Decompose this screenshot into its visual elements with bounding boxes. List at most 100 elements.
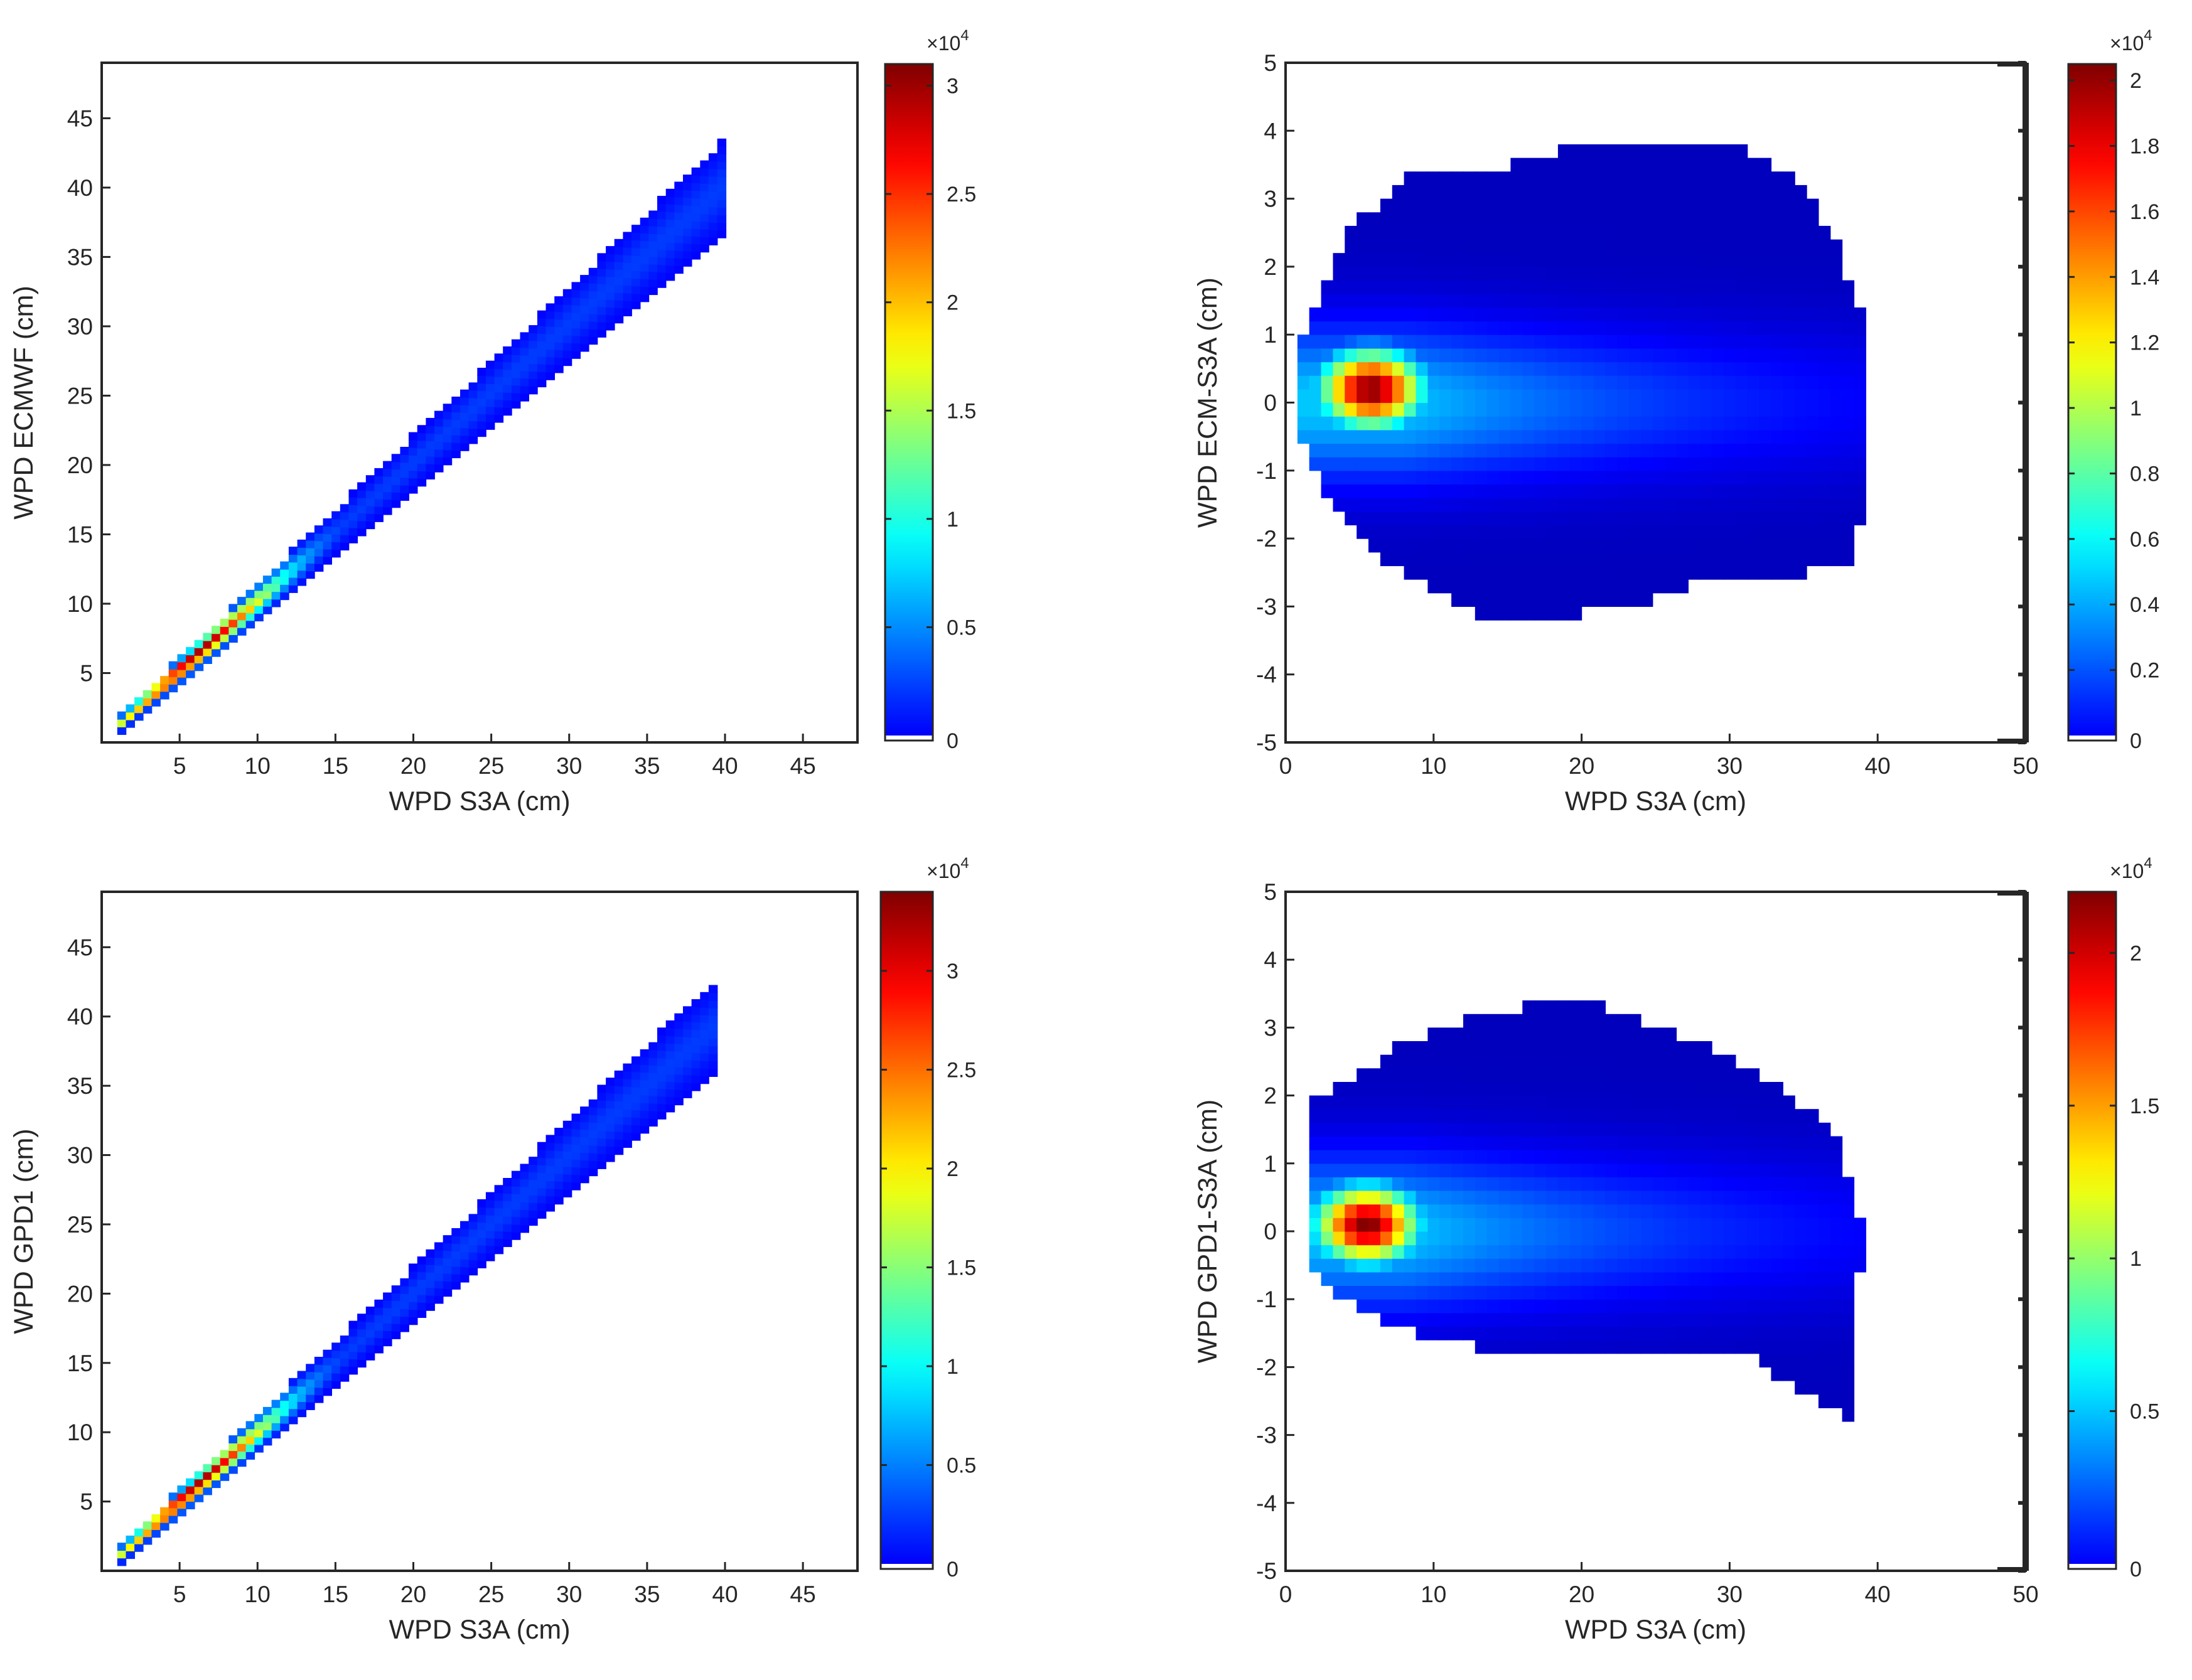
density-cell	[1735, 1190, 1748, 1205]
colorbar-tick-label: 3	[947, 960, 959, 983]
colorbar-multiplier-exponent: 4	[2144, 27, 2152, 44]
density-cell	[683, 1021, 692, 1030]
density-cell	[1712, 334, 1724, 349]
density-cell	[1309, 1190, 1322, 1205]
density-cell	[142, 1529, 153, 1538]
density-cell	[323, 1388, 332, 1396]
density-cell	[1463, 334, 1476, 349]
density-cell	[1345, 1190, 1357, 1205]
density-cell	[1771, 1150, 1783, 1164]
density-cell	[434, 1249, 444, 1258]
density-cell	[1629, 1326, 1641, 1340]
density-cell	[1380, 402, 1393, 417]
density-cell	[1712, 1326, 1724, 1340]
density-cell	[1368, 1190, 1381, 1205]
density-cell	[1463, 511, 1476, 526]
density-cell	[1605, 144, 1618, 159]
density-cell	[1475, 606, 1488, 621]
density-cell	[1439, 198, 1452, 213]
density-cell	[1617, 1231, 1630, 1246]
density-cell	[1676, 361, 1689, 376]
density-cell	[1510, 307, 1523, 322]
density-cell	[1534, 266, 1547, 281]
density-cell	[1593, 1271, 1606, 1287]
density-cell	[1759, 1258, 1772, 1273]
density-cell	[443, 1281, 453, 1289]
density-cell	[1818, 375, 1831, 390]
x-tick-label: 15	[323, 753, 348, 779]
density-cell	[1486, 498, 1500, 512]
density-cell	[1747, 361, 1760, 376]
density-cell	[245, 1428, 255, 1437]
density-cell	[340, 511, 350, 520]
density-cell	[1416, 1177, 1428, 1191]
density-cell	[545, 1173, 555, 1181]
density-cell	[1688, 1271, 1700, 1287]
density-cell	[409, 1302, 418, 1310]
density-cell	[1557, 1109, 1571, 1123]
density-cell	[1392, 1204, 1405, 1218]
density-cell	[1605, 1054, 1618, 1069]
density-cell	[1498, 1150, 1512, 1164]
density-cell	[1664, 198, 1677, 213]
density-cell	[1818, 552, 1831, 567]
density-cell	[588, 1107, 598, 1115]
density-cell	[1664, 416, 1677, 431]
density-cell	[1416, 1217, 1428, 1232]
density-cell	[1700, 484, 1712, 498]
density-cell	[1475, 1299, 1488, 1314]
density-cell	[1557, 606, 1571, 621]
density-cell	[700, 175, 709, 184]
density-cell	[485, 421, 495, 430]
density-cell	[1747, 1340, 1760, 1354]
density-cell	[1486, 212, 1500, 227]
density-cell	[1818, 266, 1831, 281]
density-cell	[237, 1458, 247, 1467]
density-cell	[1771, 525, 1783, 539]
density-cell	[1368, 443, 1381, 457]
density-cell	[571, 304, 581, 313]
density-cell	[657, 233, 667, 242]
density-cell	[1557, 511, 1571, 526]
density-cell	[511, 1224, 521, 1233]
density-cell	[623, 1132, 632, 1140]
density-cell	[571, 320, 581, 329]
density-cell	[417, 1294, 427, 1303]
density-cell	[1534, 457, 1547, 471]
density-cell	[1427, 498, 1440, 512]
density-cell	[228, 604, 238, 613]
x-tick-label: 15	[323, 1581, 348, 1607]
density-cell	[1818, 1231, 1831, 1246]
density-cell	[1427, 321, 1440, 335]
density-cell	[1724, 1150, 1736, 1164]
density-cell	[1700, 1285, 1712, 1300]
density-cell	[1617, 144, 1630, 159]
density-cell	[1783, 375, 1795, 390]
density-cell	[434, 1280, 444, 1289]
density-cell	[220, 1450, 230, 1458]
density-cell	[1463, 1163, 1476, 1177]
density-cell	[1439, 552, 1452, 567]
density-cell	[409, 439, 418, 448]
density-cell	[1581, 1340, 1594, 1354]
density-cell	[1569, 239, 1582, 254]
density-cell	[1593, 552, 1606, 567]
density-cell	[1569, 484, 1582, 498]
density-cell	[1700, 552, 1712, 567]
density-cell	[631, 225, 641, 233]
density-cell	[1676, 239, 1689, 254]
density-cell	[1771, 402, 1783, 417]
density-cell	[1617, 158, 1630, 172]
density-cell	[1842, 443, 1855, 457]
density-cell	[1498, 1217, 1512, 1232]
density-cell	[1818, 457, 1831, 471]
y-tick-label: 5	[1264, 50, 1277, 76]
density-cell	[451, 1266, 461, 1275]
density-cell	[1593, 158, 1606, 172]
density-cell	[1357, 1217, 1369, 1232]
density-cell	[1605, 1163, 1618, 1177]
density-cell	[1629, 1014, 1641, 1028]
density-cell	[417, 1256, 427, 1265]
density-cell	[1534, 1299, 1547, 1314]
density-cell	[1557, 592, 1571, 607]
